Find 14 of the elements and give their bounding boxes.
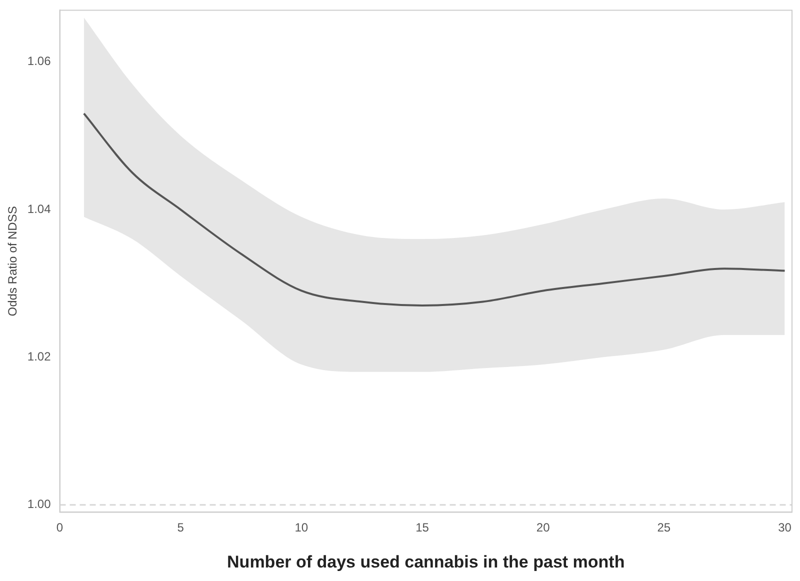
x-tick-label: 20 bbox=[536, 520, 550, 535]
x-tick-label: 15 bbox=[416, 520, 430, 535]
x-axis-title: Number of days used cannabis in the past month bbox=[227, 552, 625, 572]
y-tick-label: 1.02 bbox=[27, 349, 52, 364]
y-tick-label: 1.00 bbox=[27, 497, 52, 512]
x-tick-label: 5 bbox=[177, 520, 184, 535]
x-tick-label: 10 bbox=[294, 520, 308, 535]
line-series bbox=[82, 112, 786, 306]
y-tick-label: 1.04 bbox=[27, 202, 52, 216]
x-tick-label: 30 bbox=[778, 520, 792, 535]
x-tick-label: 25 bbox=[657, 520, 671, 535]
y-axis-title: Odds Ratio of NDSS bbox=[6, 206, 20, 316]
x-tick-label: 0 bbox=[56, 520, 64, 535]
y-tick-label: 1.06 bbox=[27, 54, 52, 68]
